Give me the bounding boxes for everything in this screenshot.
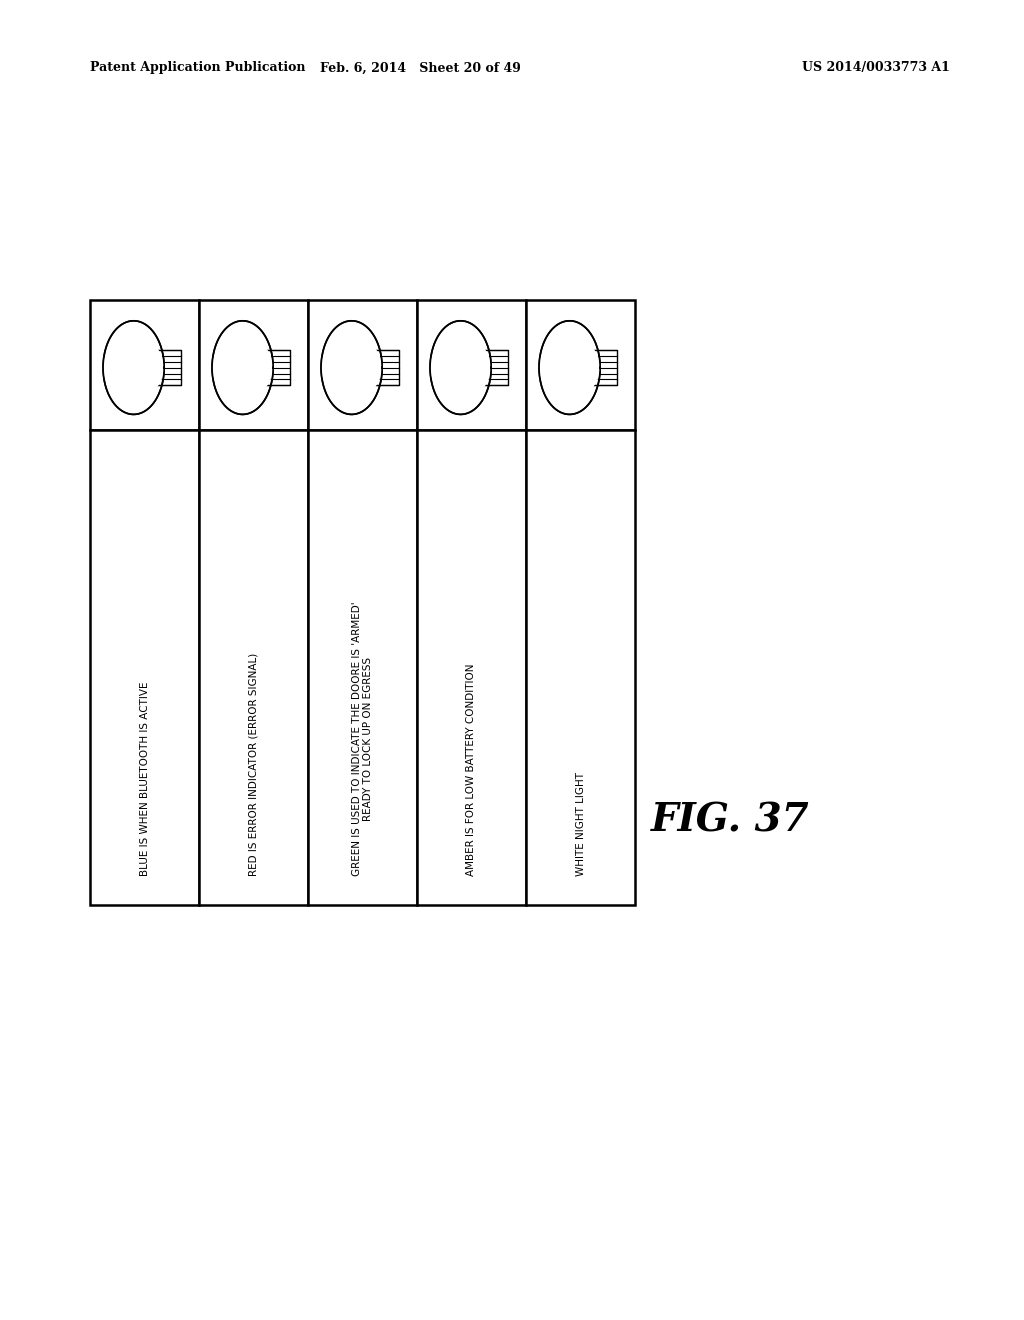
Bar <box>588 350 616 385</box>
Text: FIG. 37: FIG. 37 <box>650 801 809 840</box>
Bar <box>370 350 399 385</box>
Bar <box>152 350 181 385</box>
Bar <box>90 300 199 430</box>
Text: BLUE IS WHEN BLUETOOTH IS ACTIVE: BLUE IS WHEN BLUETOOTH IS ACTIVE <box>139 682 150 876</box>
Text: WHITE NIGHT LIGHT: WHITE NIGHT LIGHT <box>575 772 586 876</box>
Bar <box>526 300 635 430</box>
Bar <box>199 300 308 430</box>
Text: Patent Application Publication: Patent Application Publication <box>90 62 305 74</box>
Circle shape <box>322 338 382 397</box>
Bar <box>199 430 308 906</box>
Bar <box>308 430 417 906</box>
Circle shape <box>540 338 599 397</box>
Bar <box>417 430 526 906</box>
Text: AMBER IS FOR LOW BATTERY CONDITION: AMBER IS FOR LOW BATTERY CONDITION <box>467 664 476 876</box>
Bar <box>90 430 199 906</box>
Text: GREEN IS USED TO INDICATE THE DOORE IS 'ARMED'
READY TO LOCK UP ON EGRESS: GREEN IS USED TO INDICATE THE DOORE IS '… <box>351 602 374 876</box>
Text: Feb. 6, 2014   Sheet 20 of 49: Feb. 6, 2014 Sheet 20 of 49 <box>319 62 520 74</box>
Text: US 2014/0033773 A1: US 2014/0033773 A1 <box>802 62 950 74</box>
Bar <box>261 350 290 385</box>
Bar <box>526 430 635 906</box>
Circle shape <box>103 338 164 397</box>
Bar <box>417 300 526 430</box>
Bar <box>479 350 508 385</box>
Text: RED IS ERROR INDICATOR (ERROR SIGNAL): RED IS ERROR INDICATOR (ERROR SIGNAL) <box>249 653 258 876</box>
Circle shape <box>213 338 272 397</box>
Bar <box>308 300 417 430</box>
Circle shape <box>431 338 490 397</box>
